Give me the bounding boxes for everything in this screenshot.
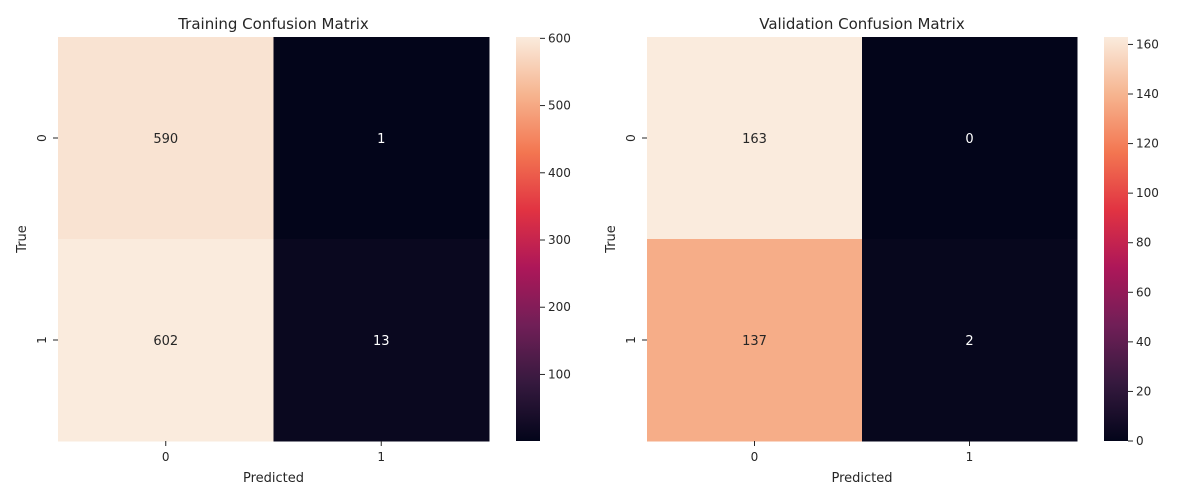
colorbar-tick-label: 140 — [1136, 87, 1159, 101]
x-axis-label: Predicted — [831, 471, 892, 486]
y-axis-label: True — [15, 225, 30, 254]
heatmap-cell — [58, 239, 274, 442]
heatmap-cell — [862, 37, 1078, 240]
x-tick-label: 1 — [377, 450, 385, 464]
y-tick-label: 0 — [35, 134, 49, 142]
colorbar-tick-label: 120 — [1136, 137, 1159, 151]
x-tick-label: 1 — [966, 450, 974, 464]
validation-confusion-matrix: Validation Confusion Matrix 163 0 137 2 0 1 0… — [604, 15, 1078, 486]
heatmap-cell — [58, 37, 274, 240]
colorbar-tick-label: 600 — [548, 31, 571, 45]
heatmap-cell — [647, 239, 863, 442]
cell-value-label: 2 — [965, 334, 973, 349]
training-colorbar: 100 200 300 400 500 600 — [516, 31, 571, 441]
heatmap-cell — [273, 37, 490, 240]
colorbar-tick-label: 100 — [548, 367, 571, 381]
validation-colorbar: 0 20 40 60 80 100 120 140 160 — [1104, 37, 1159, 448]
heatmap-cell — [273, 239, 490, 442]
colorbar-tick-label: 160 — [1136, 37, 1159, 51]
colorbar-tick-label: 60 — [1136, 285, 1151, 299]
y-tick-label: 1 — [35, 336, 49, 344]
colorbar-tick-label: 40 — [1136, 335, 1151, 349]
cell-value-label: 602 — [153, 334, 178, 349]
cell-value-label: 1 — [377, 132, 385, 147]
colorbar-gradient — [516, 37, 540, 441]
x-tick-label: 0 — [751, 450, 759, 464]
colorbar-tick-label: 400 — [548, 166, 571, 180]
colorbar-tick-label: 100 — [1136, 186, 1159, 200]
colorbar-tick-label: 300 — [548, 233, 571, 247]
cell-value-label: 590 — [153, 132, 178, 147]
cell-value-label: 13 — [373, 334, 390, 349]
chart-title: Training Confusion Matrix — [177, 15, 369, 33]
cell-value-label: 163 — [742, 132, 767, 147]
y-tick-label: 1 — [624, 336, 638, 344]
heatmap-cell — [862, 239, 1078, 442]
cell-value-label: 137 — [742, 334, 767, 349]
heatmap-cell — [647, 37, 863, 240]
colorbar-tick-label: 200 — [548, 300, 571, 314]
y-axis-label: True — [604, 225, 619, 254]
x-tick-label: 0 — [162, 450, 170, 464]
colorbar-tick-label: 80 — [1136, 236, 1151, 250]
chart-title: Validation Confusion Matrix — [759, 15, 965, 33]
colorbar-tick-label: 0 — [1136, 434, 1144, 448]
x-axis-label: Predicted — [243, 471, 304, 486]
colorbar-tick-label: 20 — [1136, 384, 1151, 398]
colorbar-gradient — [1104, 37, 1128, 441]
colorbar-tick-label: 500 — [548, 99, 571, 113]
training-confusion-matrix: Training Confusion Matrix 590 1 602 13 0 1 0 1… — [15, 15, 490, 486]
cell-value-label: 0 — [965, 132, 973, 147]
y-tick-label: 0 — [624, 134, 638, 142]
